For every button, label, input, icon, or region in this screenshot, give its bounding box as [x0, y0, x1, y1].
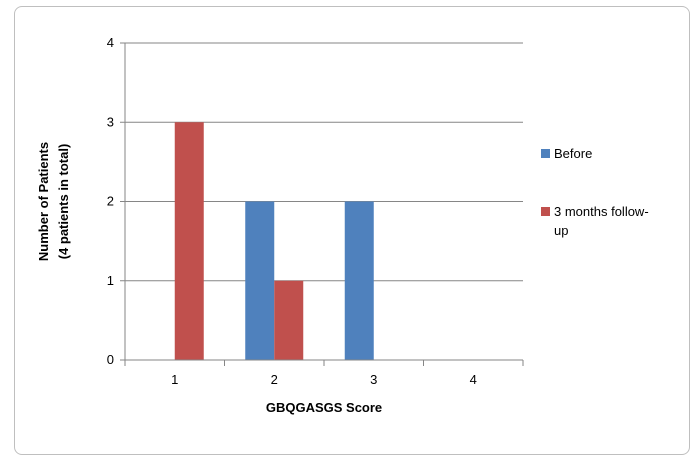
y-tick-label: 0	[107, 352, 114, 367]
legend-label: 3 months follow-	[554, 204, 649, 219]
legend-swatch-follow-up	[541, 207, 550, 216]
legend-label: Before	[554, 146, 592, 161]
axes	[124, 43, 523, 361]
y-tick-label: 1	[107, 273, 114, 288]
legend-swatch-before	[541, 149, 550, 158]
x-axis-title: GBQGASGS Score	[266, 400, 382, 415]
bar-before	[245, 201, 275, 360]
x-tick-label: 4	[470, 372, 477, 387]
bar-before	[344, 201, 374, 360]
x-tick-labels: 1 2 3 4	[171, 372, 477, 387]
y-tick-label: 4	[107, 35, 114, 50]
bars	[174, 122, 374, 360]
legend: Before 3 months follow-up	[541, 146, 649, 238]
y-axis-title: Number of Patients (4 patients in total)	[36, 142, 71, 261]
x-tick-label: 3	[370, 372, 377, 387]
y-axis-title-line1: Number of Patients	[36, 142, 51, 261]
bar-follow-up	[174, 122, 204, 360]
y-axis-title-line2: (4 patients in total)	[56, 144, 71, 260]
y-tick-labels: 0 1 2 3 4	[107, 35, 114, 367]
x-tick-label: 1	[171, 372, 178, 387]
x-tick-label: 2	[271, 372, 278, 387]
y-tick-label: 2	[107, 194, 114, 209]
y-tick-label: 3	[107, 114, 114, 129]
bar-follow-up	[274, 280, 304, 360]
legend-label: up	[554, 223, 568, 238]
